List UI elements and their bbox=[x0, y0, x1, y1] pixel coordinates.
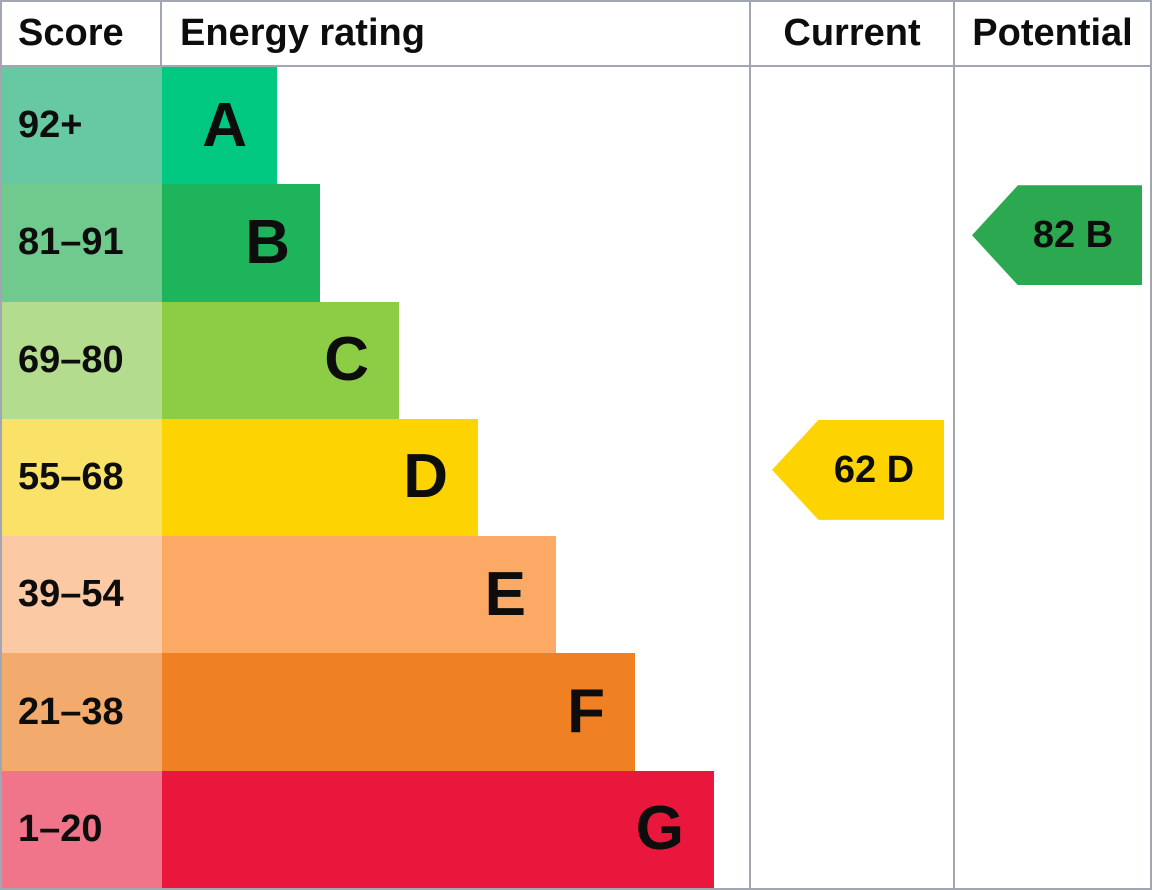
potential-cell-b: 82 B bbox=[953, 184, 1150, 302]
band-row-e: 39–54 E bbox=[2, 536, 1150, 654]
current-rating-label: 62 D bbox=[833, 448, 915, 491]
band-row-c: 69–80 C bbox=[2, 301, 1150, 419]
score-range-label: 55–68 bbox=[18, 455, 124, 498]
current-cell-e bbox=[749, 536, 953, 654]
current-cell-c bbox=[749, 301, 953, 419]
potential-cell-f bbox=[953, 653, 1150, 771]
potential-cell-g bbox=[953, 770, 1150, 888]
rating-cell-a: A bbox=[162, 67, 749, 185]
rating-cell-c: C bbox=[162, 301, 749, 419]
score-cell-e: 39–54 bbox=[2, 536, 162, 654]
current-cell-f bbox=[749, 653, 953, 771]
rating-bar-e: E bbox=[162, 536, 556, 654]
header-row: Score Energy rating Current Potential bbox=[2, 2, 1150, 67]
rating-cell-d: D bbox=[162, 418, 749, 537]
band-row-d: 55–68 D 62 D bbox=[2, 418, 1150, 537]
potential-cell-c bbox=[953, 301, 1150, 419]
potential-cell-d bbox=[953, 418, 1150, 537]
band-letter-c: C bbox=[324, 325, 369, 395]
current-cell-a bbox=[749, 67, 953, 185]
current-cell-g bbox=[749, 770, 953, 888]
potential-cell-a bbox=[953, 67, 1150, 185]
header-potential: Potential bbox=[953, 2, 1150, 65]
rating-bar-d: D bbox=[162, 418, 478, 537]
rating-bar-a: A bbox=[162, 67, 277, 185]
band-row-b: 81–91 B 82 B bbox=[2, 184, 1150, 302]
header-energy-rating-label: Energy rating bbox=[180, 12, 425, 54]
score-range-label: 21–38 bbox=[18, 690, 124, 733]
rating-bar-f: F bbox=[162, 653, 635, 771]
score-cell-f: 21–38 bbox=[2, 653, 162, 771]
band-row-f: 21–38 F bbox=[2, 653, 1150, 771]
current-cell-d: 62 D bbox=[749, 418, 953, 537]
potential-cell-e bbox=[953, 536, 1150, 654]
score-cell-b: 81–91 bbox=[2, 184, 162, 302]
score-cell-d: 55–68 bbox=[2, 418, 162, 537]
score-range-label: 92+ bbox=[18, 104, 83, 147]
score-cell-a: 92+ bbox=[2, 67, 162, 185]
band-letter-g: G bbox=[635, 794, 684, 864]
band-letter-f: F bbox=[567, 677, 605, 747]
rating-bar-b: B bbox=[162, 184, 320, 302]
header-potential-label: Potential bbox=[972, 12, 1133, 54]
score-cell-g: 1–20 bbox=[2, 770, 162, 888]
rating-cell-g: G bbox=[162, 770, 749, 888]
score-range-label: 69–80 bbox=[18, 338, 124, 381]
current-cell-b bbox=[749, 184, 953, 302]
band-letter-e: E bbox=[484, 559, 526, 629]
header-current: Current bbox=[749, 2, 953, 65]
score-range-label: 1–20 bbox=[18, 807, 103, 850]
band-letter-b: B bbox=[245, 207, 290, 277]
band-row-g: 1–20 G bbox=[2, 770, 1150, 888]
score-cell-c: 69–80 bbox=[2, 301, 162, 419]
rating-bar-g: G bbox=[162, 770, 714, 888]
rating-bar-c: C bbox=[162, 301, 399, 419]
band-letter-d: D bbox=[403, 442, 448, 512]
band-row-a: 92+ A bbox=[2, 67, 1150, 185]
band-letter-a: A bbox=[202, 90, 247, 160]
header-score-label: Score bbox=[18, 12, 124, 54]
potential-rating-label: 82 B bbox=[1032, 214, 1114, 257]
header-score: Score bbox=[2, 2, 162, 65]
score-range-label: 39–54 bbox=[18, 573, 124, 616]
header-energy-rating: Energy rating bbox=[162, 2, 749, 65]
rating-cell-b: B bbox=[162, 184, 749, 302]
score-range-label: 81–91 bbox=[18, 221, 124, 264]
current-rating-arrow: 62 D bbox=[772, 419, 944, 520]
header-current-label: Current bbox=[783, 12, 921, 54]
rating-cell-f: F bbox=[162, 653, 749, 771]
potential-rating-arrow: 82 B bbox=[972, 185, 1142, 286]
rating-cell-e: E bbox=[162, 536, 749, 654]
